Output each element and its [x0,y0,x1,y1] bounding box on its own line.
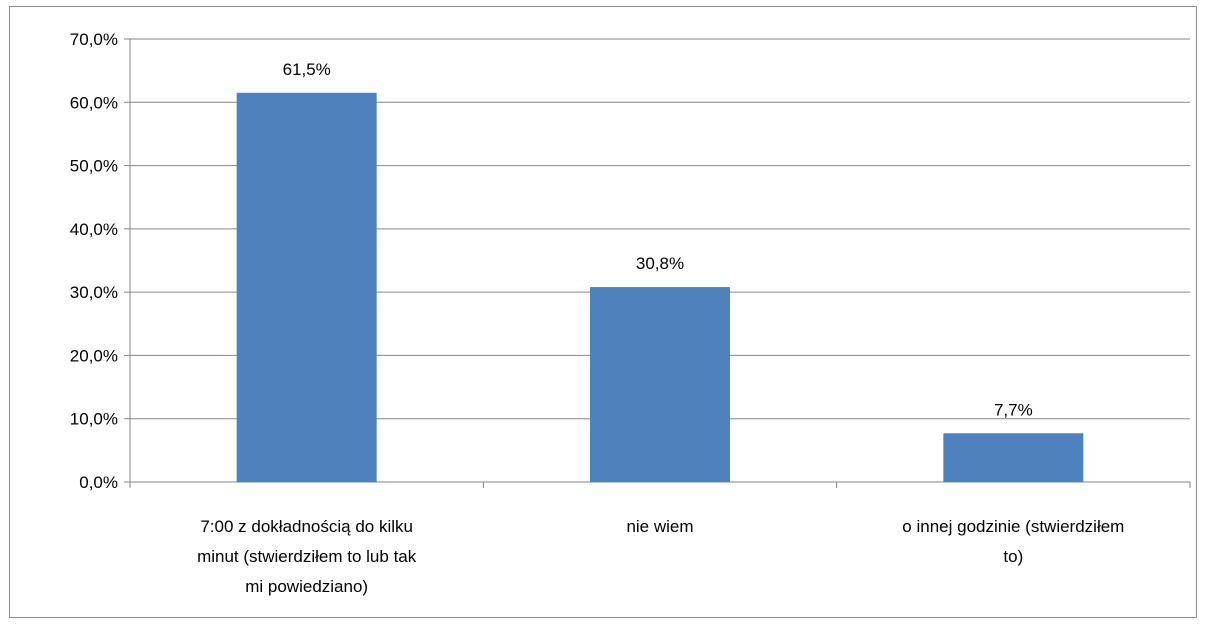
bars [236,92,1084,483]
y-tick-label: 0,0% [79,473,118,492]
y-tick-label: 30,0% [70,283,118,302]
y-tick-label: 50,0% [70,157,118,176]
category-label: 7:00 z dokładnością do kilku [200,517,413,536]
y-tick-label: 60,0% [70,93,118,112]
data-label: 7,7% [994,400,1033,419]
category-label: nie wiem [626,517,693,536]
y-tick-label: 20,0% [70,346,118,365]
category-label: o innej godzinie (stwierdziłem [902,517,1124,536]
category-label: to) [1003,547,1023,566]
data-label: 30,8% [636,254,684,273]
y-tick-label: 40,0% [70,220,118,239]
y-tick-labels: 0,0% 10,0% 20,0% 30,0% 40,0% 50,0% 60,0% 70,0% [70,30,118,492]
y-tick-label: 10,0% [70,410,118,429]
data-label: 61,5% [283,60,331,79]
bar [590,287,730,482]
category-labels: 7:00 z dokładnością do kilku minut (stwie… [197,517,1124,596]
bar [943,433,1084,482]
category-label: mi powiedziano) [245,577,368,596]
bar [236,92,377,483]
y-tick-label: 70,0% [70,30,118,49]
category-label: minut (stwierdziłem to lub tak [197,547,417,566]
data-labels: 61,5% 30,8% 7,7% [283,60,1033,419]
